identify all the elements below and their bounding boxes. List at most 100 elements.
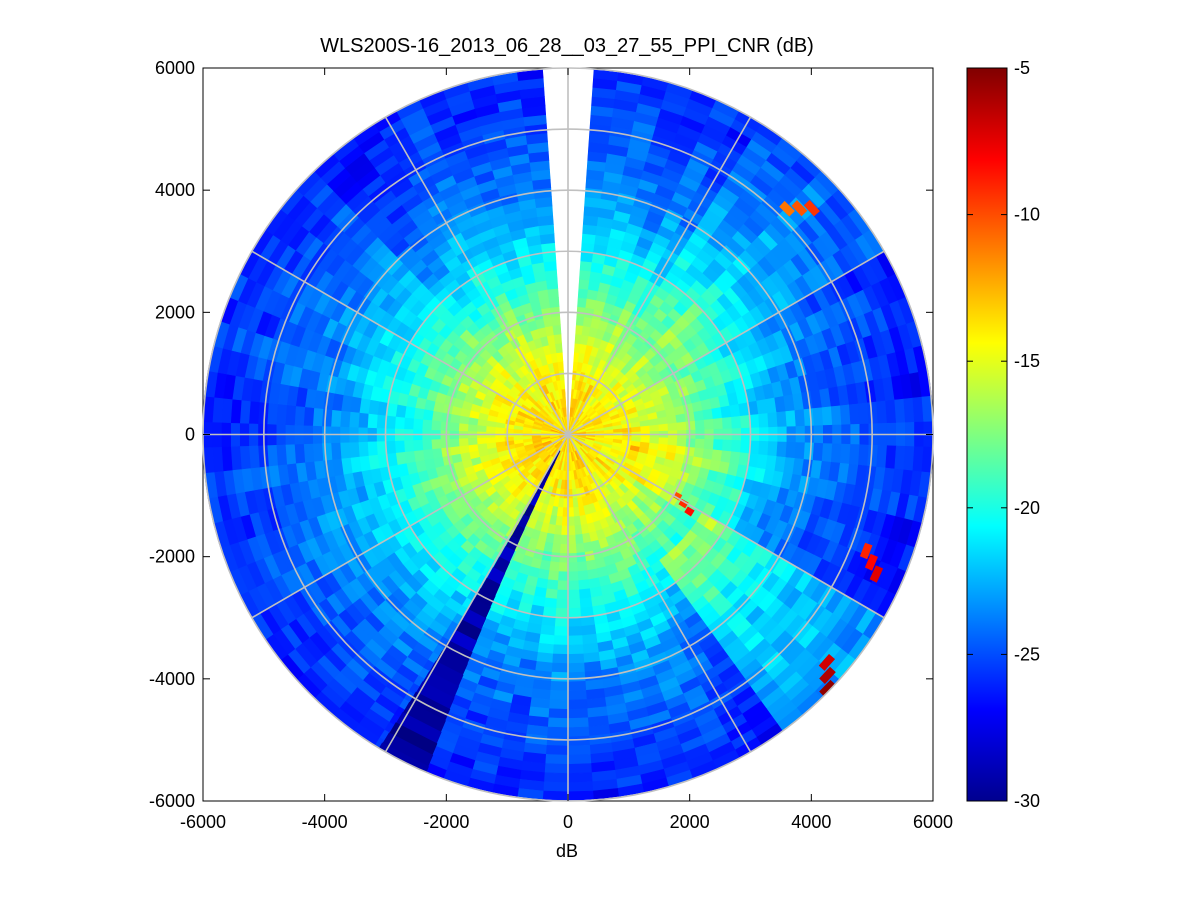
- cnr-cell: [575, 543, 585, 554]
- cnr-cell: [731, 415, 742, 430]
- cnr-cell: [512, 435, 523, 441]
- cnr-cell: [440, 446, 452, 458]
- cnr-cell: [560, 525, 569, 536]
- x-tick-label: 2000: [670, 812, 710, 832]
- cnr-cell: [640, 425, 651, 433]
- cnr-cell: [357, 441, 369, 457]
- cnr-cell: [567, 516, 575, 527]
- cnr-cell: [693, 410, 705, 422]
- cnr-cell: [547, 717, 569, 729]
- cnr-cell: [867, 401, 879, 425]
- cnr-cell: [558, 562, 569, 573]
- cnr-cell: [574, 533, 584, 545]
- cnr-cell: [394, 439, 405, 454]
- cnr-cell: [576, 297, 588, 308]
- colorbar-tick-label: -5: [1014, 58, 1030, 78]
- cnr-cell: [449, 421, 460, 432]
- cnr-cell: [339, 410, 351, 428]
- cnr-cell: [422, 448, 434, 461]
- cnr-cell: [676, 437, 687, 448]
- cnr-cell: [539, 624, 555, 636]
- y-tick-label: -2000: [149, 547, 195, 567]
- cnr-cell: [577, 278, 590, 290]
- x-tick-label: 0: [563, 812, 573, 832]
- chart-title: WLS200S-16_2013_06_28__03_27_55_PPI_CNR …: [320, 35, 814, 57]
- cnr-cell: [581, 233, 597, 245]
- cnr-cell: [573, 515, 582, 527]
- cnr-cell: [330, 409, 342, 427]
- cnr-cell: [458, 422, 469, 432]
- cnr-cell: [812, 407, 824, 427]
- y-tick-label: 0: [185, 425, 195, 445]
- cnr-cell: [553, 635, 569, 646]
- cnr-cell: [567, 607, 582, 619]
- cnr-cell: [567, 744, 591, 756]
- cnr-cell: [702, 408, 714, 421]
- cnr-cell: [554, 342, 563, 354]
- cnr-cell: [303, 406, 315, 426]
- cnr-cell: [543, 260, 557, 272]
- y-tick-label: 2000: [155, 302, 195, 322]
- cnr-cell: [467, 443, 479, 453]
- cnr-cell: [803, 442, 815, 461]
- cnr-cell: [257, 444, 269, 468]
- cnr-cell: [567, 790, 594, 801]
- cnr-cell: [613, 428, 624, 434]
- cnr-cell: [367, 440, 378, 456]
- cnr-cell: [553, 626, 569, 637]
- cnr-cell: [549, 552, 561, 563]
- cnr-cell: [385, 414, 396, 429]
- cnr-cell: [567, 690, 587, 701]
- cnr-cell: [740, 440, 751, 455]
- cnr-cell: [581, 223, 598, 236]
- cnr-cell: [567, 772, 593, 784]
- cnr-cell: [574, 524, 583, 536]
- cnr-cell: [812, 442, 824, 462]
- cnr-cell: [549, 306, 561, 317]
- cnr-cell: [348, 441, 360, 458]
- cnr-cell: [567, 580, 580, 591]
- cnr-cell: [449, 437, 460, 448]
- cnr-cell: [542, 781, 569, 793]
- cnr-cell: [622, 427, 633, 433]
- cnr-cell: [567, 525, 576, 536]
- colorbar: [966, 67, 1008, 802]
- cnr-cell: [467, 423, 478, 432]
- cnr-cell: [581, 624, 597, 636]
- cnr-cell: [567, 699, 588, 710]
- cnr-cell: [558, 552, 569, 564]
- colorbar-tick-label: -30: [1014, 791, 1040, 811]
- cnr-cell: [556, 351, 564, 363]
- cnr-cell: [567, 589, 580, 600]
- cnr-cell: [476, 437, 487, 445]
- cnr-cell: [357, 412, 369, 428]
- cnr-cell: [458, 444, 470, 454]
- cnr-cell: [567, 571, 579, 582]
- cnr-cell: [439, 438, 451, 449]
- cnr-cell: [546, 278, 559, 290]
- cnr-cell: [631, 426, 642, 433]
- cnr-cell: [575, 306, 587, 317]
- cnr-cell: [548, 699, 569, 710]
- cnr-cell: [541, 307, 552, 319]
- cnr-cell: [703, 418, 715, 431]
- cnr-cell: [556, 589, 569, 600]
- x-tick-label: -6000: [180, 812, 226, 832]
- cnr-cell: [667, 437, 678, 447]
- cnr-cell: [556, 580, 569, 591]
- cnr-cell: [494, 436, 505, 443]
- cnr-cell: [547, 570, 559, 582]
- cnr-cell: [567, 781, 594, 793]
- cnr-cell: [439, 420, 451, 431]
- cnr-cell: [794, 409, 806, 427]
- cnr-cell: [581, 633, 598, 646]
- cnr-cell: [858, 444, 870, 467]
- cnr-cell: [767, 412, 779, 428]
- cnr-cell: [567, 534, 576, 545]
- cnr-cell: [544, 269, 558, 281]
- cnr-cell: [546, 726, 569, 738]
- cnr-cell: [266, 444, 278, 467]
- cnr-cell: [284, 404, 297, 426]
- cnr-cell: [553, 333, 562, 345]
- cnr-cell: [538, 633, 555, 646]
